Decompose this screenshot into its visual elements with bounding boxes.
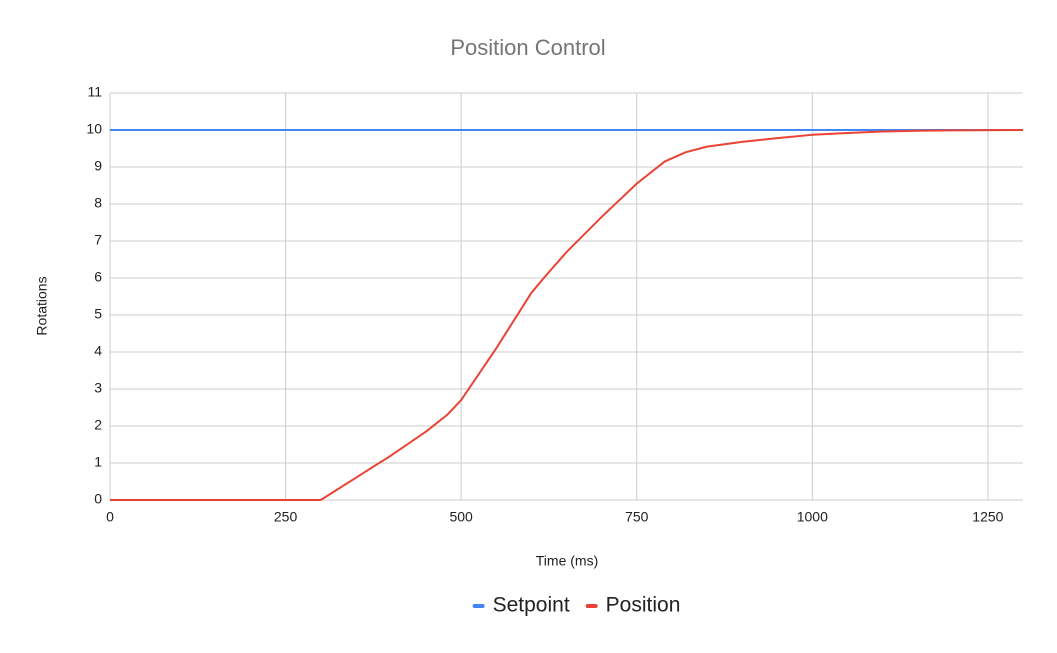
y-tick-label: 0 bbox=[94, 491, 102, 507]
y-tick-label: 7 bbox=[94, 232, 102, 248]
y-tick-label: 5 bbox=[94, 306, 102, 322]
y-tick-label: 6 bbox=[94, 269, 102, 285]
x-tick-label: 500 bbox=[449, 509, 473, 525]
legend-swatch bbox=[472, 604, 485, 608]
y-tick-label: 10 bbox=[86, 121, 102, 137]
legend: Setpoint Position bbox=[472, 594, 681, 617]
y-tick-label: 8 bbox=[94, 195, 102, 211]
x-tick-label: 250 bbox=[274, 509, 298, 525]
y-tick-label: 4 bbox=[94, 343, 102, 359]
y-tick-label: 2 bbox=[94, 417, 102, 433]
y-tick-label: 3 bbox=[94, 380, 102, 396]
legend-label: Setpoint bbox=[493, 594, 570, 617]
chart-title: Position Control bbox=[450, 35, 605, 60]
y-tick-label: 1 bbox=[94, 454, 102, 470]
x-axis-label: Time (ms) bbox=[536, 553, 598, 569]
legend-swatch bbox=[585, 604, 598, 608]
y-axis-label: Rotations bbox=[34, 276, 50, 335]
y-tick-label: 11 bbox=[87, 84, 102, 100]
x-tick-label: 750 bbox=[625, 509, 649, 525]
x-tick-label: 1250 bbox=[972, 509, 1003, 525]
x-tick-label: 0 bbox=[106, 509, 114, 525]
x-tick-label: 1000 bbox=[797, 509, 828, 525]
legend-label: Position bbox=[606, 594, 681, 617]
y-tick-label: 9 bbox=[94, 158, 102, 174]
series-line bbox=[110, 129, 1024, 501]
